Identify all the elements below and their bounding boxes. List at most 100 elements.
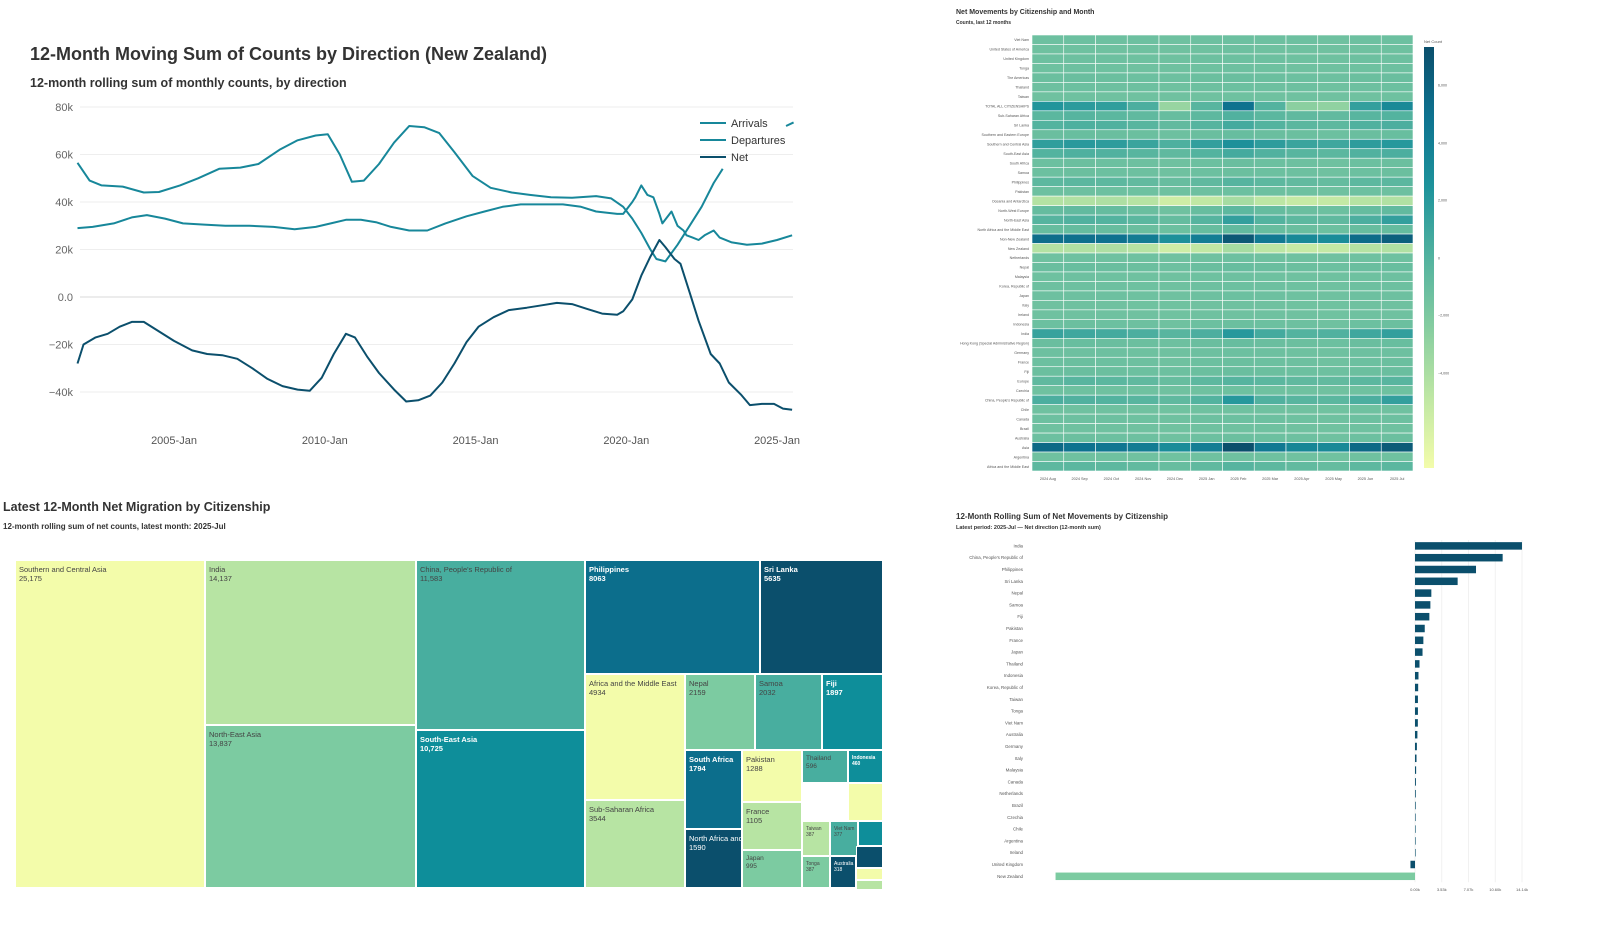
heatmap-cell	[1222, 281, 1255, 292]
heatmap-cell	[1031, 34, 1065, 45]
heatmap-cell	[1349, 129, 1382, 140]
heatmap-cell	[1063, 394, 1096, 405]
heatmap-cell	[1158, 300, 1192, 311]
heatmap-cell	[1031, 451, 1065, 462]
treemap-cell: Nepal 2159	[685, 674, 755, 750]
heatmap-cell	[1380, 195, 1414, 206]
heatmap-cell	[1095, 309, 1128, 320]
heatmap-cell	[1349, 243, 1382, 254]
heatmap-cell	[1158, 319, 1192, 330]
heatmap-cell	[1190, 44, 1223, 55]
heatmap-cell	[1253, 72, 1287, 83]
heatmap-cell	[1095, 148, 1128, 159]
bar	[1415, 683, 1419, 692]
treemap-small-cell	[858, 821, 883, 846]
heatmap-cell	[1253, 214, 1287, 225]
heatmap-cell	[1222, 243, 1255, 254]
heatmap-column-label: 2025 Jun	[1358, 477, 1374, 481]
heatmap-chart: Viet Nam United States of America United K…	[960, 34, 1449, 481]
heatmap-cell	[1063, 375, 1096, 386]
heatmap-cell	[1031, 110, 1065, 121]
heatmap-cell	[1349, 338, 1382, 349]
heatmap-cell	[1317, 461, 1350, 472]
bar-chart-panel: 12-Month Rolling Sum of Net Movements by…	[950, 500, 1615, 936]
heatmap-cell	[1349, 319, 1382, 330]
heatmap-cell	[1126, 233, 1160, 244]
treemap-cell-label: South-East Asia	[420, 735, 478, 744]
heatmap-cell	[1158, 252, 1192, 263]
heatmap-cell	[1285, 214, 1319, 225]
heatmap-cell	[1253, 252, 1287, 263]
heatmap-cell	[1063, 252, 1096, 263]
heatmap-cell	[1285, 404, 1319, 415]
heatmap-cell	[1031, 413, 1065, 424]
treemap-cell-value: 387	[806, 867, 815, 874]
bar	[1415, 837, 1416, 845]
heatmap-cell	[1349, 53, 1382, 64]
heatmap-cell	[1158, 138, 1192, 150]
treemap-cell: Viet Nam 377	[830, 821, 858, 856]
heatmap-cell	[1380, 233, 1414, 244]
heatmap-cell	[1031, 262, 1065, 273]
heatmap-cell	[1095, 262, 1128, 273]
heatmap-cell	[1190, 356, 1223, 368]
heatmap-cell	[1126, 413, 1160, 424]
heatmap-cell	[1285, 91, 1319, 102]
heatmap-row-label: Pakistan	[1015, 190, 1029, 194]
heatmap-cell	[1158, 91, 1192, 102]
heatmap-cell	[1253, 34, 1287, 45]
heatmap-row-label: Philippines	[1012, 180, 1030, 184]
heatmap-cell	[1349, 82, 1382, 93]
colorbar-title: Net Count	[1424, 39, 1443, 44]
heatmap-cell	[1158, 461, 1192, 472]
heatmap-row-label: Malaysia	[1015, 275, 1029, 279]
treemap-cell: Fiji 1897	[822, 674, 883, 750]
heatmap-cell	[1190, 347, 1223, 358]
heatmap-cell	[1126, 53, 1160, 64]
bar-category-label: Sri Lanka	[1004, 579, 1023, 584]
heatmap-cell	[1253, 442, 1287, 453]
heatmap-cell	[1317, 281, 1350, 292]
heatmap-cell	[1317, 243, 1350, 254]
treemap-small-cell	[848, 783, 883, 821]
treemap-panel: Latest 12-Month Net Migration by Citizen…	[0, 490, 900, 936]
treemap-cell: China, People's Republic of 11,583	[416, 560, 585, 730]
heatmap-cell	[1095, 224, 1128, 235]
heatmap-cell	[1190, 375, 1223, 386]
heatmap-cell	[1253, 300, 1287, 311]
heatmap-row-label: Canada	[1016, 417, 1029, 421]
heatmap-cell	[1253, 157, 1287, 168]
heatmap-cell	[1317, 72, 1350, 83]
colorbar-tick-label: 6,000	[1438, 84, 1447, 88]
bar	[1415, 601, 1431, 609]
heatmap-cell	[1126, 157, 1160, 168]
heatmap-cell	[1285, 233, 1319, 244]
heatmap-cell	[1031, 243, 1065, 254]
heatmap-cell	[1222, 186, 1255, 197]
heatmap-cell	[1380, 252, 1414, 263]
heatmap-cell	[1190, 281, 1223, 292]
heatmap-cell	[1380, 129, 1414, 140]
heatmap-cell	[1222, 328, 1255, 339]
heatmap-cell	[1063, 300, 1096, 311]
heatmap-cell	[1190, 129, 1223, 140]
heatmap-cell	[1285, 451, 1319, 462]
heatmap-cell	[1031, 195, 1065, 206]
heatmap-cell	[1380, 186, 1414, 197]
treemap-cell: South Africa 1794	[685, 750, 742, 829]
treemap-cell-label: Samoa	[759, 679, 783, 688]
bar-category-label: Chile	[1013, 827, 1024, 832]
bar	[1410, 860, 1415, 869]
heatmap-cell	[1095, 120, 1128, 131]
heatmap-cell	[1222, 205, 1255, 216]
heatmap-cell	[1190, 53, 1223, 64]
heatmap-cell	[1095, 138, 1128, 150]
heatmap-cell	[1158, 72, 1192, 83]
heatmap-cell	[1158, 385, 1192, 396]
heatmap-cell	[1095, 205, 1128, 216]
heatmap-cell	[1222, 404, 1255, 415]
heatmap-cell	[1222, 366, 1255, 377]
heatmap-cell	[1031, 252, 1065, 263]
heatmap-row-label: TOTAL ALL CITIZENSHIPS	[985, 105, 1030, 109]
heatmap-cell	[1222, 375, 1255, 386]
